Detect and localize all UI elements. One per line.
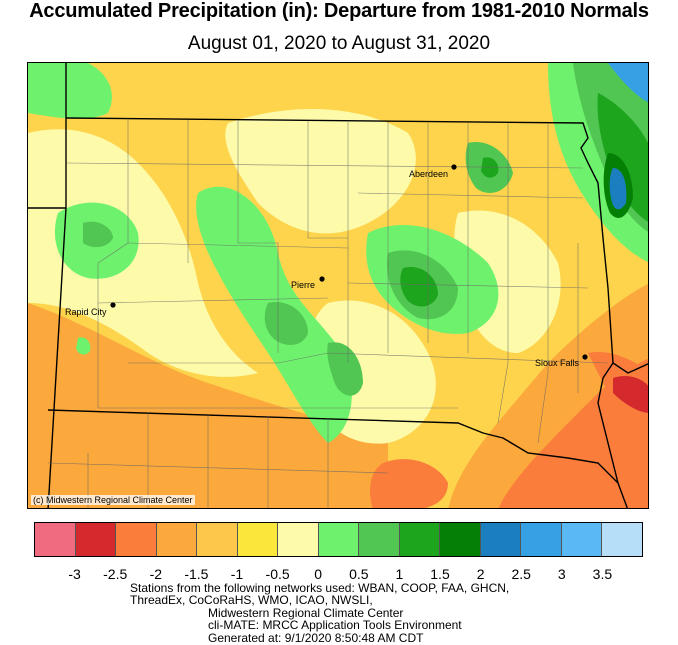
legend-swatch [116, 523, 157, 556]
city-label-sioux-falls: Sioux Falls [535, 358, 580, 368]
legend-swatch [602, 523, 642, 556]
map-canvas: Aberdeen Pierre Rapid City Sioux Falls [28, 63, 648, 508]
legend-tick-label: 1 [395, 566, 404, 582]
aberdeen-marker [451, 164, 457, 170]
se-red-patch [613, 376, 648, 413]
footer-line-generated: Generated at: 9/1/2020 8:50:48 AM CDT [208, 630, 424, 645]
legend-tick-label: 3 [557, 566, 566, 582]
city-label-pierre: Pierre [291, 280, 315, 290]
footer-line-climate: cli-MATE: MRCC Application Tools Environ… [208, 618, 462, 633]
west-light-yellow [28, 129, 258, 377]
legend-tick-label: 1.5 [430, 566, 450, 582]
north-light-yellow [225, 109, 416, 234]
legend-tick-label: -2 [149, 566, 163, 582]
legend-tick-labels: -3 -2.5 -2 -1.5 -1 -0.5 0 0.5 1 1.5 2 2.5 3 3.5 [0, 566, 678, 584]
state-boundaries [28, 63, 648, 508]
footer-line-mrcc: Midwestern Regional Climate Center [208, 605, 404, 620]
pierre-marker [319, 276, 325, 282]
se-dark-orange-region [498, 358, 648, 508]
legend-tick-label: 3.5 [592, 566, 613, 582]
central-green-core [264, 302, 308, 345]
map-subtitle: August 01, 2020 to August 31, 2020 [187, 33, 491, 54]
ne-blue-corner [608, 63, 648, 102]
county-lines [47, 118, 609, 508]
sw-small-green [76, 337, 91, 355]
legend-swatch [75, 523, 117, 556]
legend-tick-label: -0.5 [265, 566, 290, 582]
legend-tick-label: 2 [476, 566, 485, 582]
legend-tick-label: -2.5 [103, 566, 128, 582]
legend-swatch [156, 523, 198, 556]
legend-swatch [399, 523, 441, 556]
legend-swatch [197, 523, 238, 556]
south-orange-patch [370, 459, 448, 508]
legend-tick-label: 0 [314, 566, 323, 582]
legend-tick-label: -1 [230, 566, 244, 582]
legend-swatch [318, 523, 360, 556]
legend-swatch [480, 523, 522, 556]
aberdeen-green-core [481, 157, 499, 178]
ne-blue-lake [609, 168, 627, 210]
city-label-aberdeen: Aberdeen [409, 169, 448, 179]
legend-swatch [278, 523, 319, 556]
city-markers: Aberdeen Pierre Rapid City Sioux Falls [65, 164, 588, 368]
legend-swatch [440, 523, 481, 556]
legend-swatch [237, 523, 279, 556]
legend-tick-label: 2.5 [511, 566, 531, 582]
sioux-falls-marker [582, 354, 588, 360]
footer-line-networks-2: ThreadEx, CoCoRaHS, WMO, ICAO, NWSLI, [130, 593, 373, 608]
nw-green [28, 63, 112, 119]
footer-notes: Stations from the following networks use… [130, 582, 600, 644]
east-central-green-core [400, 267, 438, 307]
legend-swatch [359, 523, 400, 556]
legend-swatch [521, 523, 562, 556]
map-title: Accumulated Precipitation (in): Departur… [29, 0, 649, 22]
precipitation-departure-map: Aberdeen Pierre Rapid City Sioux Falls (… [27, 62, 649, 509]
color-legend [34, 522, 643, 557]
legend-tick-label: -1.5 [184, 566, 209, 582]
rapid-city-marker [110, 302, 116, 308]
copyright-credit: (c) Midwestern Regional Climate Center [31, 495, 195, 505]
city-label-rapid-city: Rapid City [65, 307, 107, 317]
sw-orange-region [28, 303, 388, 508]
legend-tick-label: -3 [68, 566, 81, 582]
south-central-green-core [327, 342, 363, 396]
footer-line-networks: Stations from the following networks use… [130, 581, 510, 595]
west-green-core [83, 221, 113, 248]
legend-tick-label: 0.5 [349, 566, 369, 582]
legend-swatch [35, 523, 76, 556]
ne-green-dark [597, 93, 648, 222]
legend-swatch [561, 523, 603, 556]
